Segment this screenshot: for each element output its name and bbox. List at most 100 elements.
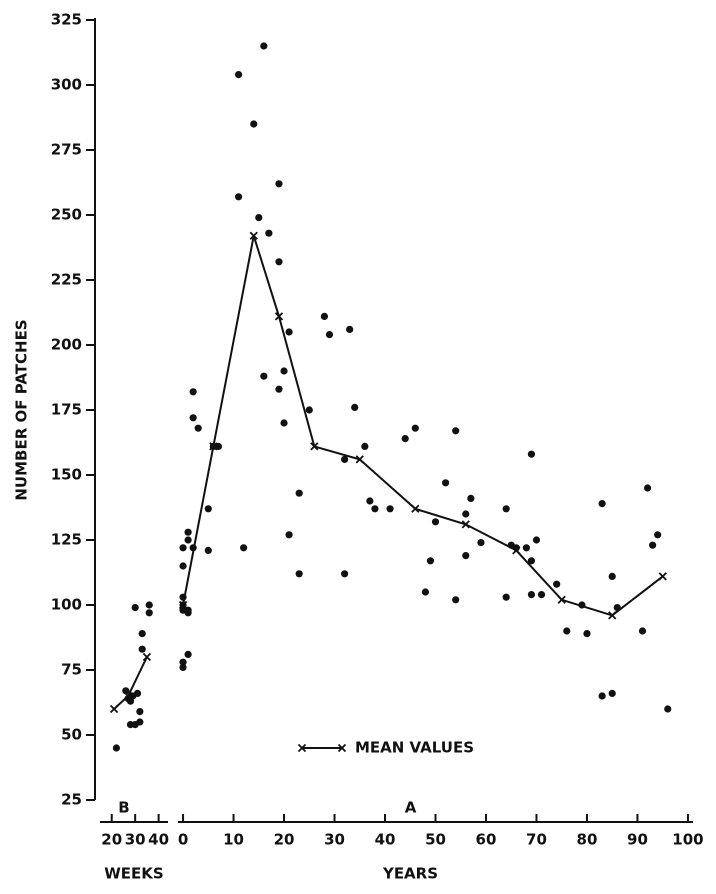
data-point — [145, 609, 153, 617]
data-point — [462, 552, 470, 560]
mean-marker — [512, 546, 521, 555]
data-point — [260, 372, 268, 380]
x-axis-label: YEARS — [382, 865, 438, 883]
data-point — [598, 500, 606, 508]
data-point — [537, 591, 546, 599]
x-tick-label: 40 — [148, 831, 169, 849]
data-point — [441, 479, 450, 487]
data-point — [608, 572, 616, 581]
mean-marker — [124, 691, 133, 701]
data-point — [638, 627, 647, 635]
data-point — [184, 528, 192, 536]
data-point — [411, 424, 419, 432]
data-point — [320, 312, 329, 320]
y-tick-label: 100 — [51, 596, 82, 614]
y-axis-label: NUMBER OF PATCHES — [13, 319, 31, 500]
y-tick-label: 75 — [61, 661, 82, 679]
data-point — [194, 424, 202, 432]
mean-marker — [209, 442, 218, 451]
y-tick-label: 175 — [51, 401, 82, 419]
data-point — [563, 627, 571, 635]
legend-marker — [297, 743, 347, 753]
data-point — [189, 388, 197, 396]
y-tick-label: 325 — [51, 11, 82, 29]
data-point — [341, 570, 349, 578]
legend-label: MEAN VALUES — [355, 739, 474, 757]
y-tick-label: 125 — [51, 531, 82, 549]
y-tick-label: 225 — [51, 271, 82, 289]
mean-marker — [608, 611, 617, 620]
y-tick-label: 275 — [51, 141, 82, 159]
data-point — [275, 180, 283, 188]
data-point — [371, 505, 379, 513]
data-point — [179, 658, 187, 666]
data-point — [214, 442, 222, 450]
data-point — [527, 557, 536, 565]
data-point — [280, 367, 288, 375]
x-tick-label: 20 — [101, 831, 122, 849]
x-tick-label: 100 — [672, 831, 703, 849]
x-tick-label: 0 — [178, 831, 188, 849]
x-tick-label: 20 — [274, 831, 295, 849]
mean-marker — [274, 312, 284, 321]
data-point — [179, 544, 187, 552]
mean-marker — [178, 600, 188, 610]
data-point — [145, 601, 153, 609]
data-point — [452, 427, 460, 435]
data-point — [204, 546, 212, 555]
data-point — [295, 570, 303, 578]
y-tick-label: 250 — [51, 206, 82, 224]
data-point — [255, 214, 263, 222]
mean-marker — [109, 704, 119, 714]
data-point — [462, 510, 470, 518]
data-point — [285, 328, 293, 336]
data-point — [386, 505, 394, 513]
data-point — [131, 604, 139, 612]
x-tick-label: 60 — [476, 831, 497, 849]
y-tick-label: 25 — [61, 791, 82, 809]
data-point — [234, 193, 243, 201]
mean-marker — [310, 442, 319, 451]
x-tick-label: 50 — [425, 831, 446, 849]
mean-line — [182, 235, 664, 617]
data-point — [643, 484, 652, 492]
mean-marker — [142, 652, 152, 662]
data-point — [280, 419, 288, 427]
data-point — [477, 539, 485, 547]
data-point — [133, 689, 142, 698]
data-point — [366, 497, 374, 505]
mean-marker — [249, 231, 258, 240]
data-point — [467, 494, 475, 502]
data-point — [426, 557, 435, 565]
data-point — [136, 708, 144, 716]
x-tick-label: 70 — [526, 831, 547, 849]
data-point — [250, 120, 258, 128]
data-point — [122, 687, 130, 695]
data-point — [295, 489, 303, 497]
mean-marker — [557, 595, 566, 604]
data-point — [138, 645, 146, 653]
data-point — [361, 442, 369, 450]
x-tick-label: 10 — [223, 831, 244, 849]
data-point — [275, 258, 283, 266]
y-tick-label: 50 — [61, 726, 82, 744]
y-tick-label: 200 — [51, 336, 82, 354]
data-point — [502, 593, 510, 601]
data-point — [138, 630, 146, 638]
y-tick-label: 150 — [51, 466, 82, 484]
x-tick-label: 30 — [324, 831, 345, 849]
data-point — [184, 650, 192, 659]
data-point — [285, 531, 293, 539]
data-point — [431, 518, 440, 526]
data-point — [204, 505, 212, 513]
data-point — [341, 455, 349, 463]
data-point — [664, 705, 672, 713]
data-point — [351, 403, 359, 411]
data-point — [112, 744, 121, 752]
mean-marker — [658, 572, 667, 581]
data-point — [502, 505, 510, 513]
data-point — [260, 42, 268, 50]
data-point — [527, 591, 536, 599]
data-point — [346, 325, 354, 333]
